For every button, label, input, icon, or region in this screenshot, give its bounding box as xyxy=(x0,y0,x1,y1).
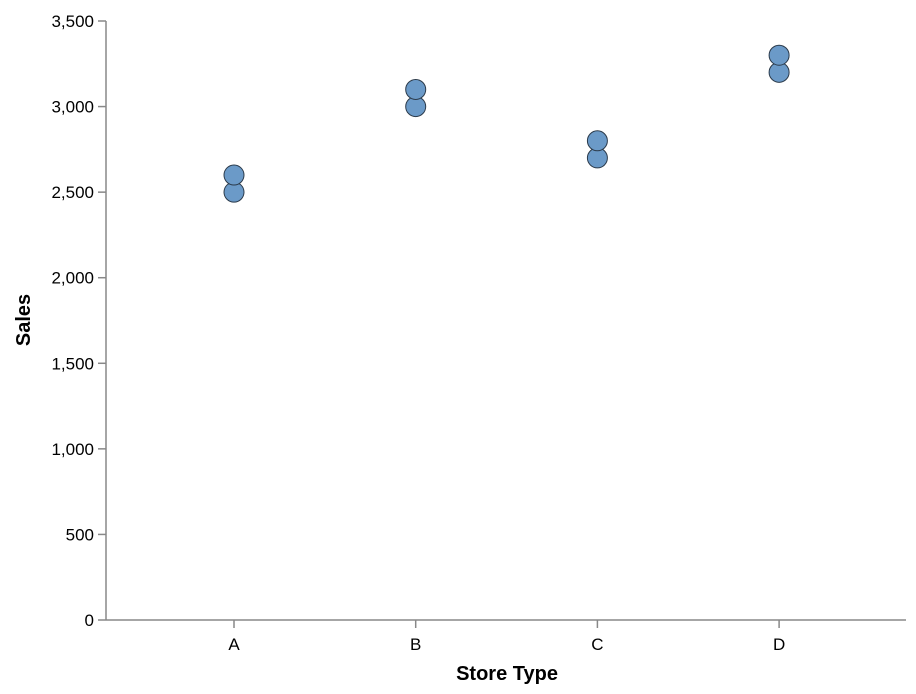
data-point xyxy=(405,78,427,100)
x-tick-label: A xyxy=(228,635,240,654)
x-axis: A B C D xyxy=(106,619,906,654)
y-axis: 0 500 1,000 1,500 2,000 2,500 3,000 3,500 xyxy=(51,12,107,630)
y-tick-label: 2,000 xyxy=(51,269,94,288)
y-tick-label: 1,000 xyxy=(51,440,94,459)
y-tick-label: 3,000 xyxy=(51,98,94,117)
y-tick-label: 500 xyxy=(66,525,94,544)
data-points xyxy=(223,44,790,203)
x-tick-label: B xyxy=(410,635,421,654)
x-tick-label: D xyxy=(773,635,785,654)
data-point xyxy=(586,130,608,152)
x-tick-label: C xyxy=(591,635,603,654)
y-axis-title: Sales xyxy=(13,294,35,346)
y-tick-label: 1,500 xyxy=(51,354,94,373)
x-axis-title: Store Type xyxy=(456,663,558,685)
y-tick-label: 0 xyxy=(85,611,94,630)
data-point xyxy=(223,164,245,186)
y-tick-label: 3,500 xyxy=(51,12,94,31)
y-tick-label: 2,500 xyxy=(51,183,94,202)
data-point xyxy=(768,44,790,66)
